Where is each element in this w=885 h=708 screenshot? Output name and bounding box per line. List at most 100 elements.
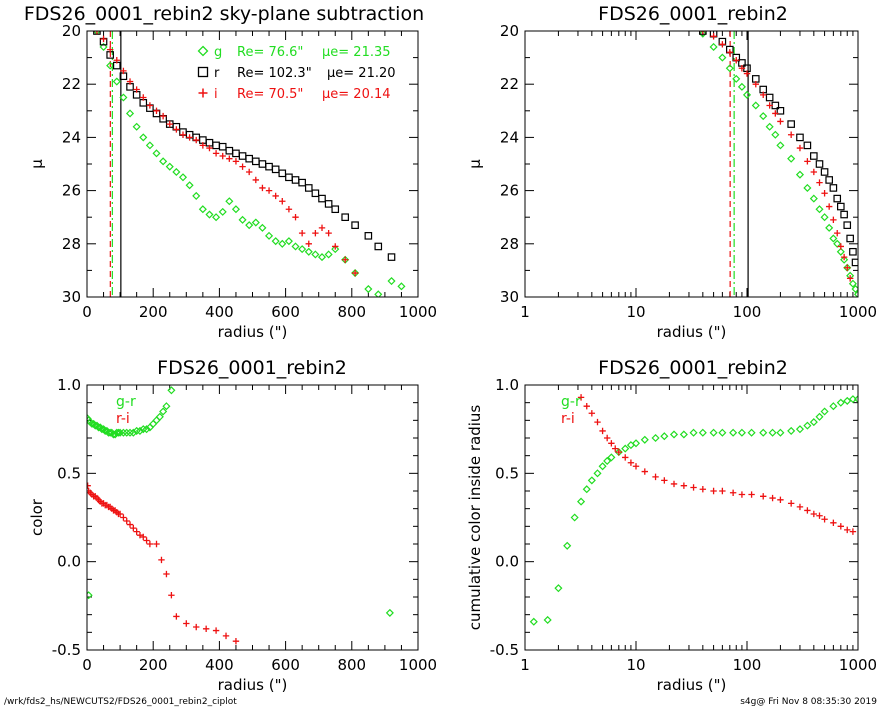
point-r-i: [133, 528, 140, 535]
point-g-r: [759, 428, 768, 437]
point-g: [125, 109, 135, 118]
x-tick-label: 100: [733, 656, 762, 674]
point-g: [787, 154, 796, 163]
point-g: [776, 141, 785, 150]
point-r-i: [796, 503, 804, 511]
point-i: [252, 176, 260, 184]
point-i: [312, 229, 319, 237]
point-r-i: [804, 507, 811, 514]
x-tick-label: 600: [271, 656, 300, 674]
point-i: [846, 275, 854, 282]
point-i: [93, 31, 101, 35]
point-r: [304, 184, 313, 192]
point-i: [219, 152, 226, 160]
point-g-r: [577, 497, 586, 506]
point-i: [772, 110, 779, 117]
x-tick-label: 200: [139, 656, 168, 674]
point-i: [239, 163, 246, 170]
point-g: [231, 205, 240, 214]
point-r: [820, 168, 829, 176]
point-g: [112, 77, 121, 86]
point-g: [709, 42, 718, 52]
x-tick-label: 1: [520, 303, 530, 321]
axes: 0 200 400 600 800 1000 1.0 0.5 0.0 -0.5 radius (")…: [28, 376, 437, 694]
chart-title: FDS26_0001_rebin2: [598, 357, 788, 379]
point-r: [364, 232, 373, 240]
point-r-i: [670, 480, 678, 488]
y-tick-label: 22: [62, 75, 81, 93]
point-i: [159, 112, 167, 120]
point-r-i: [729, 489, 737, 496]
point-i: [804, 158, 811, 165]
point-g-r: [709, 428, 718, 437]
x-axis-label: radius ("): [218, 676, 288, 694]
point-r: [776, 106, 785, 115]
point-g-r: [815, 412, 824, 421]
x-tick-label: 800: [337, 303, 366, 321]
x-tick-label: 100: [733, 303, 762, 321]
point-r: [351, 221, 359, 229]
chart-title: FDS26_0001_rebin2 sky-plane subtraction: [24, 3, 424, 25]
legend-band-i: i: [214, 87, 218, 102]
point-i: [272, 192, 279, 200]
chart-title: FDS26_0001_rebin2: [598, 3, 788, 25]
point-g-r: [139, 425, 148, 434]
point-g-r: [843, 396, 852, 405]
point-g: [397, 282, 406, 291]
legend-band-g: g: [214, 45, 222, 60]
x-tick-label: 0: [82, 656, 92, 674]
point-g: [251, 218, 260, 227]
point-g: [245, 221, 254, 230]
panel-bottom-right: FDS26_0001_rebin2 1 10 100 1000 1.0 0.5 0.0 -0.…: [466, 357, 877, 694]
point-i: [305, 240, 312, 247]
point-g: [311, 250, 320, 259]
point-g: [291, 242, 300, 251]
point-r-i: [769, 494, 776, 502]
point-g-r: [679, 430, 688, 439]
point-g: [732, 74, 741, 83]
point-r: [225, 146, 234, 155]
point-g: [387, 276, 396, 286]
point-i: [166, 120, 173, 128]
point-g-r: [718, 428, 727, 437]
point-i: [752, 81, 759, 88]
point-g-r: [631, 439, 641, 448]
point-g-r: [809, 418, 818, 427]
point-r: [846, 234, 854, 243]
point-r: [829, 184, 838, 192]
point-i: [100, 35, 107, 43]
point-r-i: [163, 570, 170, 578]
point-r: [271, 165, 280, 174]
point-i: [245, 168, 253, 176]
plot-frame: [86, 384, 419, 651]
point-r-i: [627, 459, 635, 466]
point-g: [99, 42, 108, 52]
point-r-i: [760, 493, 767, 500]
y-tick-label: 30: [62, 288, 81, 306]
legend-g-r: g-r: [116, 394, 136, 410]
point-g: [106, 61, 115, 70]
point-g-r: [593, 469, 602, 478]
point-i: [146, 102, 154, 109]
point-g: [225, 197, 234, 206]
point-r-i: [652, 473, 659, 481]
point-i: [140, 94, 147, 101]
point-r: [331, 205, 340, 214]
plot-frame: [86, 30, 419, 298]
legend-marker-i: [198, 88, 208, 98]
point-g-r: [543, 615, 552, 625]
point-i: [816, 179, 823, 186]
point-r-i: [830, 519, 837, 526]
y-tick-label: 1.0: [495, 376, 519, 394]
y-tick-label: 24: [62, 128, 81, 146]
point-r: [218, 142, 227, 151]
point-g: [795, 170, 805, 179]
point-g: [145, 141, 154, 150]
point-g-r: [829, 402, 838, 411]
legend-band-r: r: [214, 66, 220, 81]
point-r-i: [120, 514, 127, 521]
point-g: [218, 207, 227, 216]
point-g: [765, 122, 774, 131]
point-g: [324, 250, 333, 259]
point-i: [199, 142, 207, 149]
